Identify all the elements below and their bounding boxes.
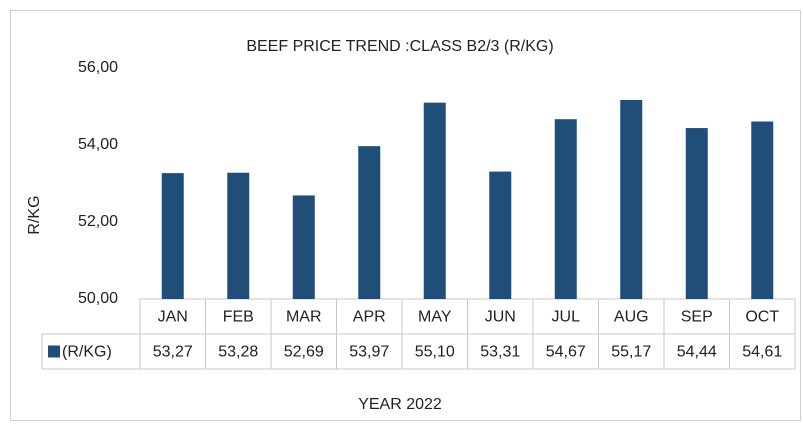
x-tick-label: FEB	[223, 309, 254, 326]
y-tick-label: 54,00	[78, 136, 118, 153]
chart-title: BEEF PRICE TREND :CLASS B2/3 (R/KG)	[246, 38, 553, 55]
data-table-value: 55,10	[415, 344, 455, 361]
bar	[161, 173, 184, 299]
data-table-value: 53,97	[349, 344, 389, 361]
bar	[751, 121, 774, 299]
data-table-value: 52,69	[284, 344, 324, 361]
bar	[685, 128, 708, 299]
chart-frame	[10, 10, 801, 421]
bar	[489, 171, 512, 299]
y-axis-label: R/KG	[26, 195, 43, 234]
y-tick-label: 56,00	[78, 59, 118, 76]
bar	[554, 119, 577, 299]
x-tick-label: AUG	[614, 309, 649, 326]
legend-swatch	[48, 345, 60, 358]
x-tick-label: MAY	[418, 309, 452, 326]
x-tick-label: APR	[353, 309, 386, 326]
data-table-value: 53,28	[218, 344, 258, 361]
data-table-value: 54,44	[677, 344, 717, 361]
data-table-value: 54,67	[546, 344, 586, 361]
bar	[227, 172, 250, 299]
data-table-value: 55,17	[611, 344, 651, 361]
legend-label: (R/KG)	[62, 344, 112, 361]
x-tick-label: JUN	[485, 309, 516, 326]
y-tick-label: 50,00	[78, 290, 118, 307]
x-axis-label: YEAR 2022	[358, 396, 442, 413]
y-tick-label: 52,00	[78, 213, 118, 230]
data-table-value: 54,61	[742, 344, 782, 361]
x-tick-label: OCT	[745, 309, 779, 326]
bar	[423, 102, 446, 300]
bar	[620, 99, 643, 299]
x-tick-label: SEP	[681, 309, 713, 326]
x-tick-label: JAN	[158, 309, 188, 326]
bar	[358, 146, 381, 299]
data-table-value: 53,27	[153, 344, 193, 361]
x-tick-label: MAR	[286, 309, 322, 326]
bar	[292, 195, 315, 299]
data-table-value: 53,31	[480, 344, 520, 361]
x-tick-label: JUL	[552, 309, 581, 326]
